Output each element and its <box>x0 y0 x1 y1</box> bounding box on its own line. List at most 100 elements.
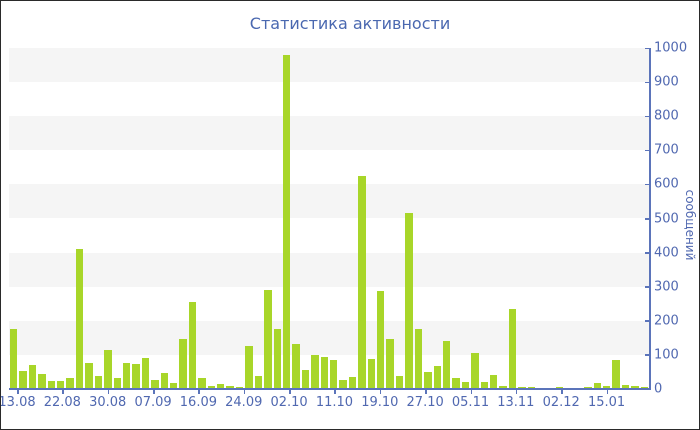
y-tick-mark <box>645 81 650 84</box>
x-tick-mark <box>62 390 64 394</box>
x-tick-mark <box>107 390 110 394</box>
y-tick-label: 600 <box>654 176 679 192</box>
bar <box>301 370 310 389</box>
x-tick-label: 07.09 <box>134 395 172 410</box>
y-tick-mark <box>645 183 650 186</box>
bar <box>339 380 347 389</box>
y-tick-mark <box>645 115 650 118</box>
grid-band <box>9 116 649 151</box>
bar <box>330 360 338 389</box>
x-tick-label: 22.08 <box>43 395 81 410</box>
y-tick-label: 700 <box>654 142 679 158</box>
bar <box>461 382 470 389</box>
x-tick-mark <box>606 390 609 394</box>
x-tick-label: 13.11 <box>497 395 535 410</box>
bar <box>292 344 300 389</box>
y-tick-mark <box>645 218 650 220</box>
bar <box>499 385 507 389</box>
plot-area <box>9 48 649 389</box>
bar <box>358 175 366 389</box>
grid-band <box>9 184 649 219</box>
x-tick-label: 27.10 <box>406 395 444 410</box>
bar <box>188 302 197 389</box>
bar <box>254 376 263 389</box>
bar <box>94 376 103 389</box>
y-tick-label: 200 <box>654 313 679 329</box>
grid-band <box>9 48 649 83</box>
y-tick-label: 0 <box>654 381 663 397</box>
bar <box>602 385 611 389</box>
bar <box>480 382 488 389</box>
bar <box>226 385 234 389</box>
bar <box>282 54 291 389</box>
x-tick-label: 11.10 <box>315 395 354 410</box>
y-tick-label: 500 <box>654 211 679 226</box>
x-tick-label: 13.08 <box>0 395 36 410</box>
bar <box>348 377 357 389</box>
bar <box>170 382 178 389</box>
bar <box>367 359 376 389</box>
bar <box>424 371 432 389</box>
x-tick-label: 15.01 <box>587 395 626 410</box>
grid-band <box>9 252 649 287</box>
y-tick-mark <box>645 149 650 152</box>
y-tick-label: 1000 <box>654 40 688 56</box>
bar <box>104 350 112 389</box>
x-tick-mark <box>561 390 563 394</box>
bar <box>160 372 168 389</box>
y-tick-mark <box>645 388 650 390</box>
bar <box>132 364 140 389</box>
bar <box>640 386 648 389</box>
y-axis-line <box>649 48 651 390</box>
x-tick-mark <box>198 390 200 394</box>
x-tick-label: 30.08 <box>89 395 127 410</box>
bar <box>179 339 187 389</box>
x-tick-mark <box>425 390 427 394</box>
x-tick-label: 24.09 <box>225 395 263 410</box>
bar <box>621 384 630 389</box>
y-tick-mark <box>645 354 650 356</box>
x-tick-mark <box>470 390 472 394</box>
bar <box>198 378 206 389</box>
bar <box>414 329 423 389</box>
bar <box>122 363 131 389</box>
bar <box>57 381 65 389</box>
bar <box>452 378 460 389</box>
bar <box>245 346 253 389</box>
bar <box>386 339 394 389</box>
bar <box>471 353 479 389</box>
x-tick-mark <box>289 390 291 394</box>
grid-band <box>9 320 649 355</box>
y-tick-label: 800 <box>654 108 679 124</box>
y-tick-mark <box>645 252 650 254</box>
y-tick-mark <box>645 286 650 288</box>
bar <box>19 370 27 389</box>
y-axis-title: сообщений <box>683 189 697 261</box>
bar <box>47 381 56 389</box>
y-tick-label: 300 <box>654 279 679 295</box>
bar <box>612 360 620 389</box>
bar <box>593 383 601 389</box>
bar <box>28 365 37 389</box>
bar <box>631 385 639 389</box>
x-tick-label: 02.10 <box>270 395 308 410</box>
bar <box>273 329 281 389</box>
bar <box>320 357 328 389</box>
x-axis-line <box>9 388 651 390</box>
x-tick-mark <box>379 390 382 394</box>
bar <box>433 366 441 389</box>
x-tick-mark <box>334 390 336 394</box>
x-tick-mark <box>153 390 155 394</box>
bar <box>518 386 526 389</box>
y-tick-mark <box>645 320 650 322</box>
bar <box>38 374 46 389</box>
bar <box>66 378 74 389</box>
bar <box>141 357 150 389</box>
y-tick-mark <box>645 47 650 49</box>
y-tick-label: 100 <box>654 347 679 363</box>
bar <box>113 378 121 389</box>
bar <box>490 375 498 389</box>
y-tick-label: 900 <box>654 74 679 90</box>
x-tick-label: 16.09 <box>179 395 217 410</box>
